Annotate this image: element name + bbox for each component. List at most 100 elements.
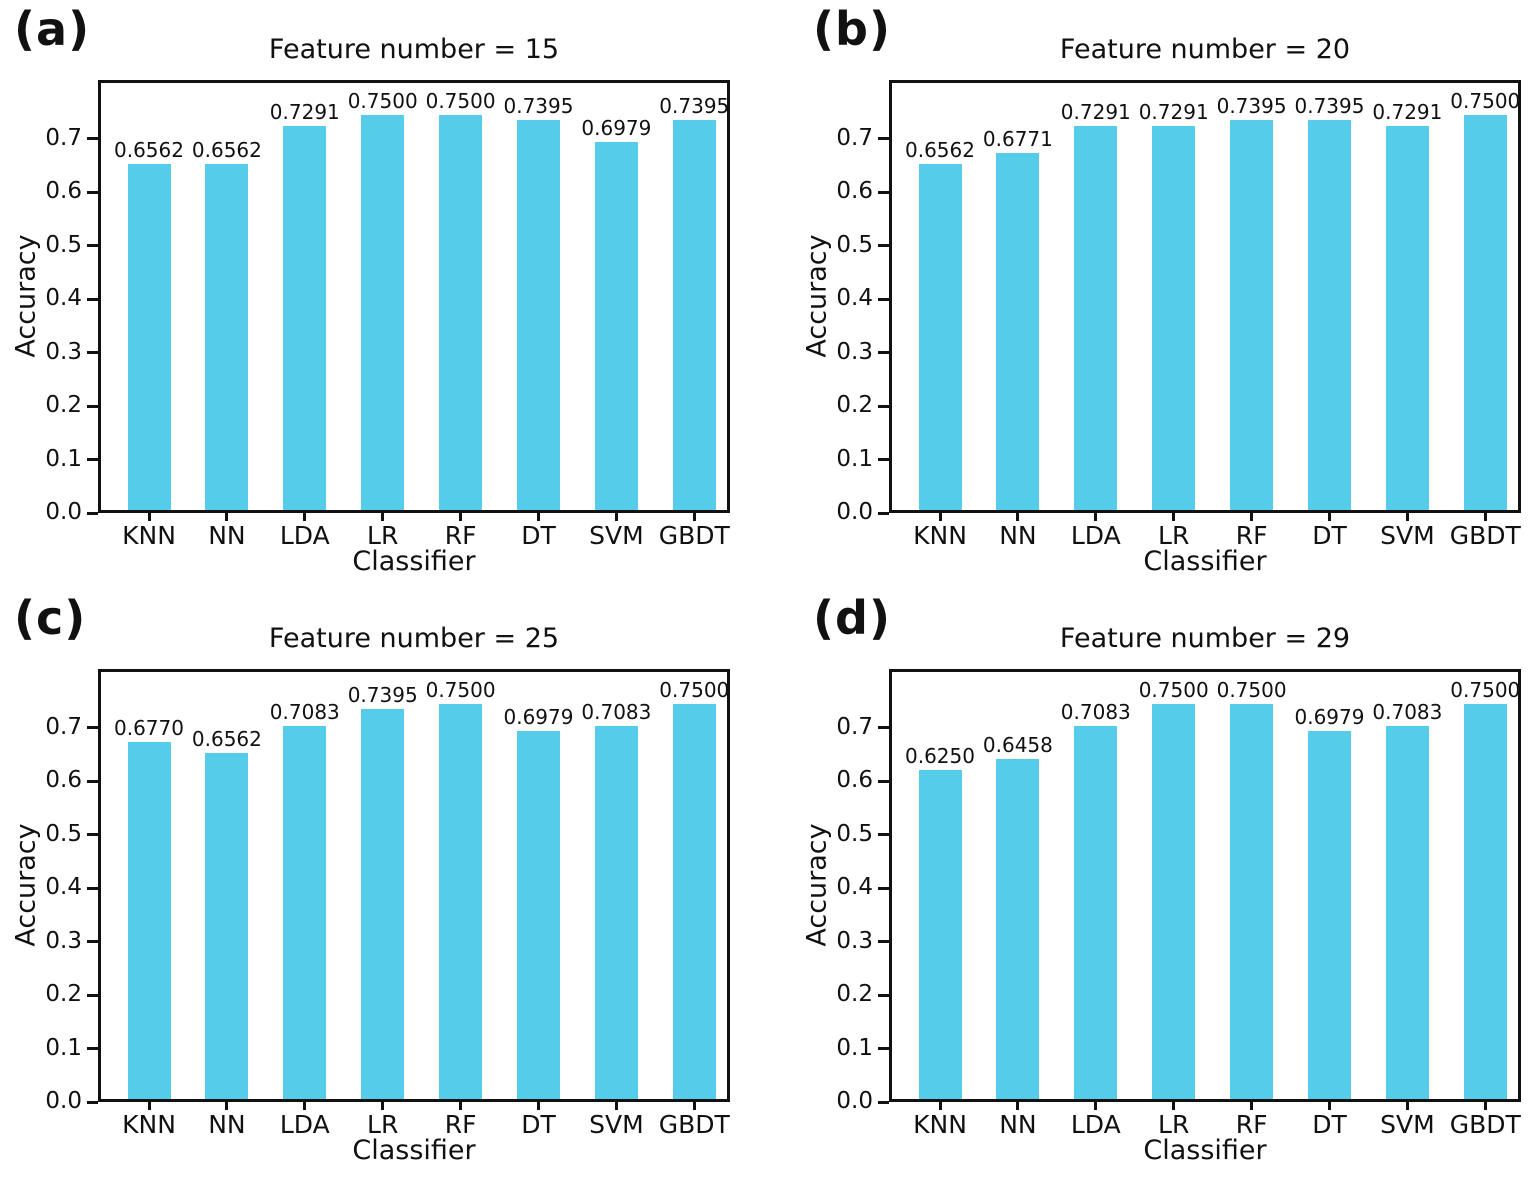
y-tick-mark — [878, 726, 889, 730]
bar-value-label: 0.6562 — [114, 138, 184, 163]
x-category-label: LDA — [279, 1110, 330, 1139]
x-axis-label: Classifier — [1143, 546, 1267, 577]
bar-value-label: 0.6562 — [191, 138, 262, 163]
x-category-label: KNN — [122, 521, 176, 550]
x-tick-mark — [1250, 1102, 1254, 1110]
x-category-label: LR — [367, 1110, 399, 1139]
x-tick-mark — [459, 1102, 463, 1110]
bar — [205, 753, 249, 1099]
bar-value-label: 0.6979 — [1294, 705, 1365, 730]
bar — [1463, 703, 1507, 1099]
x-category-label: SVM — [589, 521, 644, 550]
y-tick-label: 0.0 — [836, 1088, 873, 1114]
y-tick-mark — [878, 137, 889, 141]
x-category-label: GBDT — [658, 1110, 730, 1139]
y-tick-mark — [87, 886, 98, 890]
y-tick-mark — [878, 940, 889, 944]
x-tick-mark — [938, 1102, 942, 1110]
bar — [996, 758, 1040, 1099]
x-axis-label: Classifier — [352, 1135, 476, 1166]
y-tick-label: 0.7 — [45, 713, 82, 740]
plot-area: 0.6562 0.6771 0.7291 0.7291 0.7395 0.7395 0.72… — [889, 80, 1521, 513]
x-category-label: LDA — [1070, 521, 1121, 550]
chart-title: Feature number = 25 — [268, 623, 560, 654]
y-tick-label: 0.5 — [836, 231, 873, 258]
x-tick-mark — [303, 513, 307, 521]
bar-value-label: 0.6979 — [503, 705, 574, 730]
panel-d: (d) Feature number = 29 Accuracy 0.6250 0… — [769, 589, 1538, 1178]
y-tick-mark — [878, 297, 889, 301]
y-tick-mark — [87, 726, 98, 730]
plot-area: 0.6770 0.6562 0.7083 0.7395 0.7500 0.6979 0.70… — [98, 669, 730, 1102]
x-tick-mark — [381, 513, 385, 521]
x-category-label: NN — [999, 521, 1037, 550]
x-tick-mark — [1405, 513, 1409, 521]
bar — [283, 725, 327, 1099]
x-category-label: LDA — [1070, 1110, 1121, 1139]
x-tick-mark — [537, 1102, 540, 1110]
bar-value-label: 0.7500 — [1450, 88, 1521, 113]
bar — [1463, 114, 1507, 510]
bar — [127, 742, 171, 1099]
y-tick-mark — [878, 833, 889, 837]
bar-value-label: 0.7395 — [1294, 94, 1365, 119]
y-tick-label: 0.6 — [836, 767, 873, 794]
x-category-label: GBDT — [1449, 521, 1521, 550]
bar — [1152, 703, 1196, 1099]
x-tick-mark — [1483, 1102, 1487, 1110]
y-tick-mark — [87, 458, 98, 462]
y-tick-mark — [878, 1100, 889, 1104]
y-tick-label: 0.5 — [836, 820, 873, 847]
y-tick-mark — [87, 190, 98, 194]
panel-letter: (b) — [813, 2, 891, 56]
x-category-label: NN — [999, 1110, 1037, 1139]
bar-value-label: 0.6458 — [982, 732, 1053, 757]
bar-value-label: 0.7083 — [1372, 699, 1443, 724]
bar — [517, 120, 560, 510]
x-category-label: KNN — [913, 1110, 967, 1139]
panel-a: (a) Feature number = 15 Accuracy 0.6562 0… — [0, 0, 769, 589]
x-tick-mark — [1250, 513, 1254, 521]
y-tick-mark — [878, 511, 889, 515]
chart-title: Feature number = 20 — [1059, 34, 1351, 65]
x-tick-mark — [1405, 1102, 1409, 1110]
bar-value-label: 0.7500 — [1216, 677, 1287, 702]
y-tick-mark — [878, 404, 889, 408]
x-category-label: KNN — [913, 521, 967, 550]
y-tick-label: 0.7 — [836, 124, 873, 151]
x-tick-mark — [1328, 513, 1331, 521]
y-tick-mark — [87, 1100, 98, 1104]
bar-value-label: 0.7291 — [269, 99, 340, 124]
bar-value-label: 0.7500 — [1450, 677, 1521, 702]
bar-value-label: 0.7500 — [659, 677, 730, 702]
x-category-label: NN — [208, 521, 246, 550]
x-category-label: DT — [1312, 521, 1347, 550]
bar-value-label: 0.6562 — [905, 138, 975, 163]
chart-title: Feature number = 29 — [1059, 623, 1351, 654]
x-category-label: SVM — [1380, 521, 1435, 550]
y-tick-label: 0.6 — [45, 178, 82, 205]
x-tick-mark — [381, 1102, 385, 1110]
bar — [1074, 125, 1118, 510]
y-tick-label: 0.0 — [836, 499, 873, 525]
x-tick-mark — [1328, 1102, 1331, 1110]
y-tick-mark — [87, 1047, 98, 1051]
bar-value-label: 0.7395 — [503, 94, 574, 119]
bar — [283, 125, 327, 510]
x-category-label: LDA — [279, 521, 330, 550]
x-tick-mark — [614, 513, 618, 521]
x-tick-mark — [225, 513, 229, 521]
y-tick-label: 0.2 — [45, 392, 82, 419]
bar-value-label: 0.6770 — [114, 716, 184, 741]
bar — [517, 731, 560, 1099]
y-tick-label: 0.4 — [45, 874, 82, 901]
y-tick-mark — [87, 351, 98, 355]
x-category-label: SVM — [589, 1110, 644, 1139]
x-tick-mark — [303, 1102, 307, 1110]
bar-value-label: 0.6562 — [191, 727, 262, 752]
bar-value-label: 0.6979 — [581, 116, 652, 141]
bar-value-label: 0.6771 — [982, 127, 1053, 152]
y-tick-label: 0.4 — [836, 285, 873, 312]
bar-value-label: 0.7083 — [269, 699, 340, 724]
x-category-label: LR — [367, 521, 399, 550]
